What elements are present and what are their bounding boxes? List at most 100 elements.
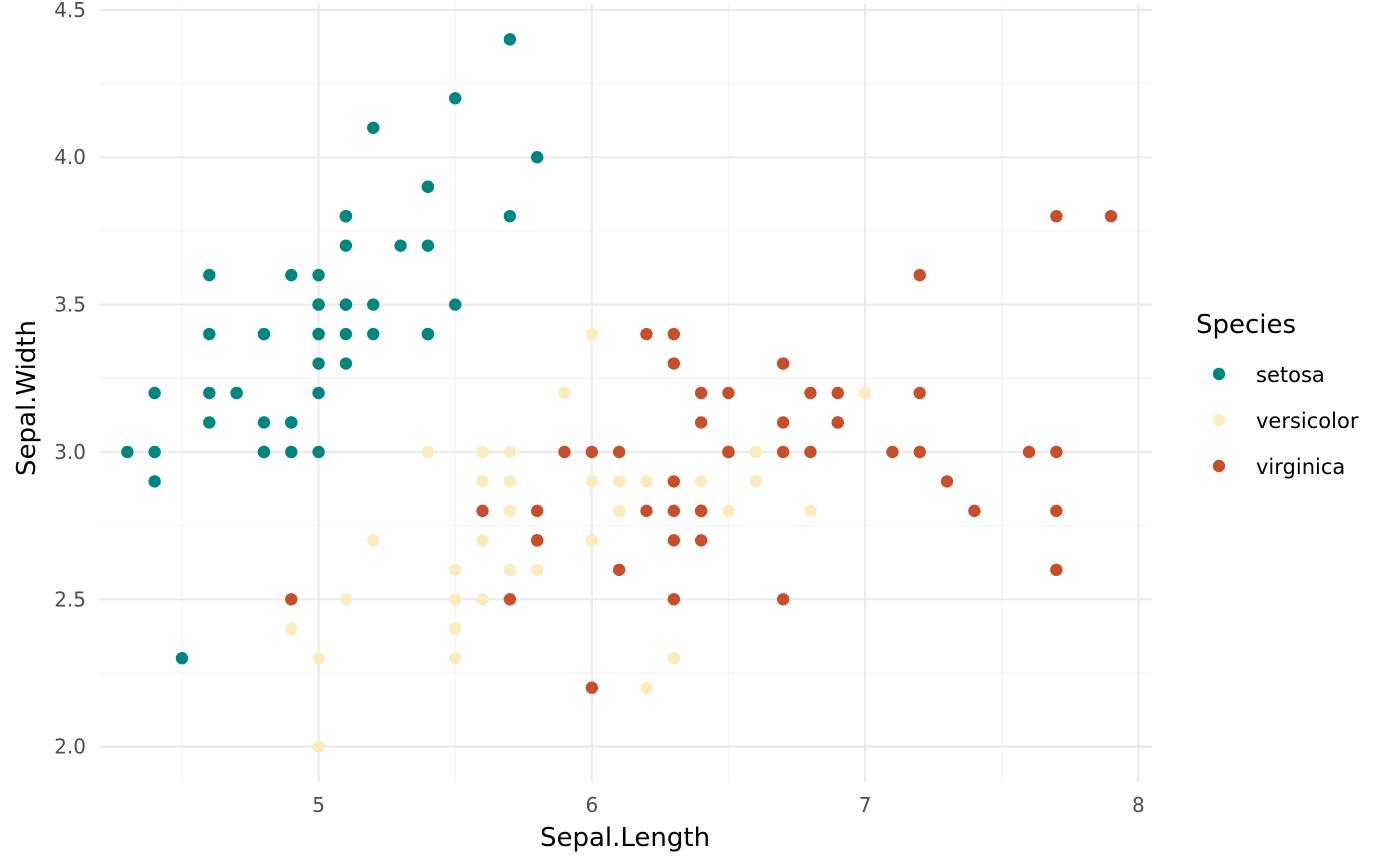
data-point-virginica — [1050, 209, 1063, 223]
data-point-versicolor — [530, 563, 544, 577]
y-tick-label: 3.0 — [54, 440, 86, 464]
data-point-virginica — [667, 475, 681, 488]
data-point-versicolor — [612, 504, 626, 518]
major-gridlines — [100, 4, 1152, 782]
data-point-versicolor — [285, 622, 298, 635]
data-point-virginica — [722, 386, 735, 400]
data-point-setosa — [312, 268, 325, 282]
data-point-setosa — [230, 386, 243, 400]
y-tick-label: 2.0 — [54, 735, 86, 759]
legend-key-versicolor — [1212, 413, 1226, 427]
data-point-virginica — [612, 563, 626, 577]
data-point-virginica — [913, 386, 926, 400]
data-point-setosa — [421, 180, 435, 193]
legend-label-setosa: setosa — [1256, 363, 1325, 387]
y-tick-label: 2.5 — [54, 587, 86, 611]
data-point-setosa — [339, 327, 353, 341]
data-point-virginica — [1050, 563, 1063, 577]
data-point-versicolor — [640, 681, 653, 694]
data-point-versicolor — [585, 534, 599, 547]
data-point-virginica — [940, 475, 954, 488]
data-point-setosa — [312, 386, 325, 400]
data-point-virginica — [640, 327, 653, 341]
data-point-virginica — [1050, 504, 1063, 518]
data-point-setosa — [148, 445, 161, 459]
data-point-versicolor — [476, 593, 489, 606]
data-point-versicolor — [312, 740, 325, 753]
data-point-versicolor — [749, 445, 762, 459]
data-point-versicolor — [312, 652, 325, 665]
x-axis-tick-labels: 5 6 7 8 — [312, 793, 1144, 817]
data-point-versicolor — [449, 622, 462, 635]
data-point-setosa — [203, 386, 216, 400]
data-point-versicolor — [503, 475, 517, 488]
data-point-setosa — [285, 268, 298, 282]
data-point-versicolor — [585, 475, 599, 488]
data-point-virginica — [722, 445, 735, 459]
data-point-setosa — [339, 209, 353, 223]
data-point-virginica — [776, 416, 790, 429]
data-point-setosa — [312, 327, 325, 341]
data-point-setosa — [312, 445, 325, 459]
data-point-setosa — [367, 298, 380, 311]
data-points — [121, 33, 1118, 753]
legend-items: setosa versicolor virginica — [1212, 363, 1359, 479]
legend-key-setosa — [1212, 367, 1226, 381]
data-point-virginica — [886, 445, 899, 459]
data-point-versicolor — [503, 504, 517, 518]
data-point-setosa — [203, 416, 216, 429]
x-axis-title: Sepal.Length — [540, 823, 710, 853]
legend-label-virginica: virginica — [1256, 455, 1345, 479]
data-point-virginica — [1022, 445, 1036, 459]
x-tick-label: 7 — [859, 793, 872, 817]
x-tick-label: 6 — [585, 793, 598, 817]
x-tick-label: 5 — [312, 793, 325, 817]
data-point-virginica — [585, 445, 599, 459]
data-point-setosa — [503, 33, 517, 46]
data-point-setosa — [257, 445, 271, 459]
data-point-setosa — [257, 327, 271, 341]
data-point-versicolor — [667, 652, 681, 665]
data-point-versicolor — [858, 386, 872, 400]
data-point-setosa — [421, 239, 435, 252]
data-point-setosa — [312, 357, 325, 370]
data-point-versicolor — [612, 475, 626, 488]
data-point-virginica — [968, 504, 981, 518]
data-point-versicolor — [585, 327, 599, 341]
data-point-virginica — [913, 445, 926, 459]
data-point-virginica — [776, 445, 790, 459]
data-point-versicolor — [449, 563, 462, 577]
data-point-virginica — [694, 416, 708, 429]
data-point-virginica — [694, 504, 708, 518]
data-point-virginica — [804, 445, 817, 459]
data-point-virginica — [667, 357, 681, 370]
data-point-virginica — [503, 593, 517, 606]
data-point-virginica — [285, 593, 298, 606]
data-point-virginica — [776, 357, 790, 370]
data-point-setosa — [257, 416, 271, 429]
data-point-setosa — [339, 239, 353, 252]
data-point-versicolor — [694, 475, 708, 488]
data-point-setosa — [148, 386, 161, 400]
data-point-setosa — [530, 151, 544, 164]
data-point-setosa — [148, 475, 161, 488]
data-point-versicolor — [722, 504, 735, 518]
data-point-virginica — [640, 504, 653, 518]
data-point-virginica — [831, 416, 844, 429]
data-point-virginica — [476, 504, 489, 518]
data-point-setosa — [121, 445, 134, 459]
data-point-virginica — [667, 534, 681, 547]
data-point-virginica — [694, 534, 708, 547]
data-point-setosa — [503, 209, 517, 223]
data-point-virginica — [612, 445, 626, 459]
data-point-virginica — [831, 386, 844, 400]
data-point-virginica — [667, 593, 681, 606]
data-point-setosa — [203, 268, 216, 282]
data-point-virginica — [530, 534, 544, 547]
data-point-setosa — [421, 327, 435, 341]
data-point-virginica — [913, 268, 926, 282]
data-point-setosa — [367, 121, 380, 134]
y-tick-label: 3.5 — [54, 293, 86, 317]
data-point-versicolor — [449, 652, 462, 665]
data-point-versicolor — [804, 504, 817, 518]
